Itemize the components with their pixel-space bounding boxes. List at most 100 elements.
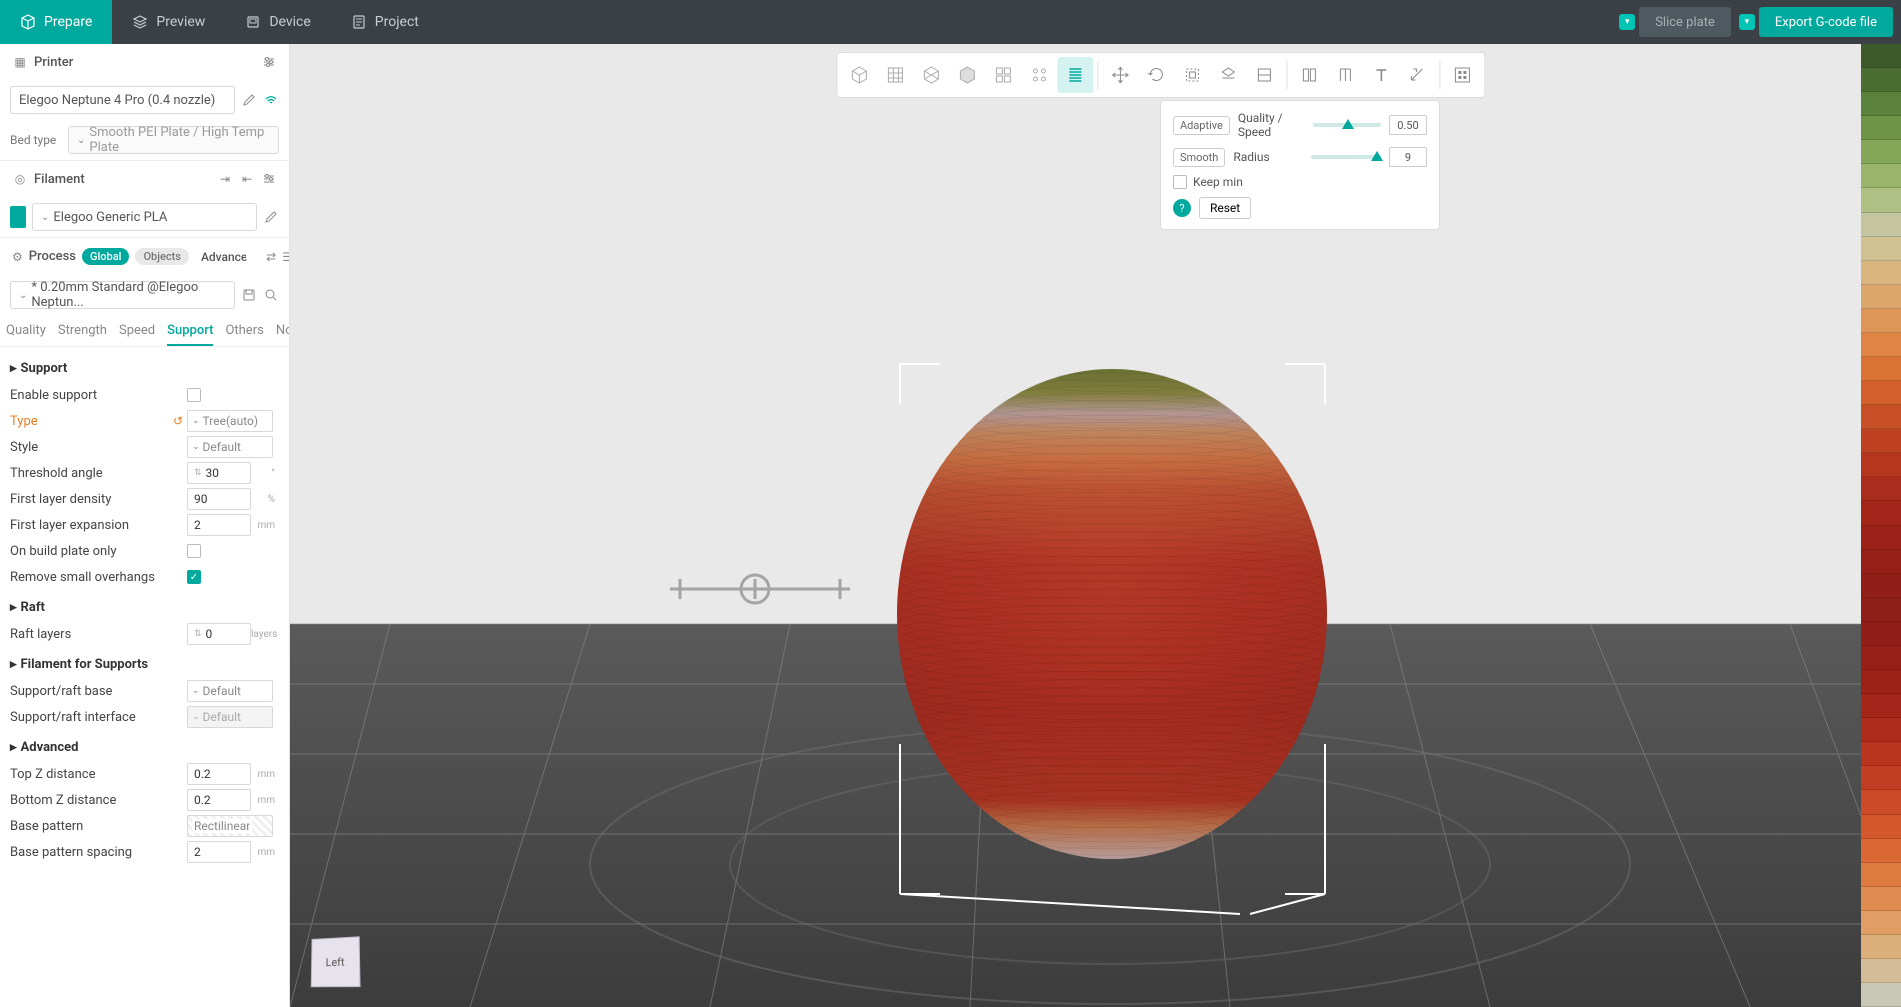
- profile-select[interactable]: ⌄ * 0.20mm Standard @Elegoo Neptun...: [10, 281, 235, 309]
- edit-icon[interactable]: [241, 92, 257, 108]
- setting-bottom-z: Bottom Z distance 0.2mm: [8, 787, 281, 813]
- setting-raft-layers: Raft layers ⇅0layers: [8, 621, 281, 647]
- search-icon[interactable]: [263, 287, 279, 303]
- objects-pill[interactable]: Objects: [135, 248, 188, 265]
- view-grid-icon[interactable]: [877, 57, 913, 93]
- first-layer-density-input[interactable]: 90: [187, 488, 251, 510]
- setting-threshold-angle: Threshold angle ⇅30°: [8, 460, 281, 486]
- text-icon[interactable]: [1363, 57, 1399, 93]
- printer-icon: ▦: [12, 54, 28, 70]
- assembly-icon[interactable]: [985, 57, 1021, 93]
- cut-icon[interactable]: [1246, 57, 1282, 93]
- setting-type: Type ↺ ⌄Tree(auto): [8, 408, 281, 434]
- tab-strength[interactable]: Strength: [58, 323, 107, 346]
- style-select[interactable]: ⌄Default: [187, 436, 273, 458]
- support-base-select[interactable]: ⌄Default: [187, 680, 273, 702]
- viewport[interactable]: ‹: [290, 44, 1901, 1007]
- view-wireframe-icon[interactable]: [913, 57, 949, 93]
- category-filament-supports: ▸Filament for Supports: [8, 647, 281, 678]
- chevron-badge-icon[interactable]: ▾: [1739, 14, 1755, 30]
- radius-value[interactable]: 9: [1389, 147, 1427, 167]
- base-pattern-spacing-input[interactable]: 2: [187, 841, 251, 863]
- tab-label: Project: [375, 14, 419, 30]
- compare-icon[interactable]: ⇄: [266, 249, 276, 265]
- export-gcode-button[interactable]: Export G-code file: [1759, 7, 1893, 37]
- save-icon[interactable]: [241, 287, 257, 303]
- place-on-face-icon[interactable]: [1210, 57, 1246, 93]
- printer-select[interactable]: Elegoo Neptune 4 Pro (0.4 nozzle): [10, 86, 235, 114]
- help-icon[interactable]: ?: [1173, 199, 1191, 217]
- rotate-icon[interactable]: [1138, 57, 1174, 93]
- support-interface-select[interactable]: ⌄Default: [187, 706, 273, 728]
- left-sidebar: ▦ Printer Elegoo Neptune 4 Pro (0.4 nozz…: [0, 44, 290, 1007]
- layer-height-colorbar[interactable]: [1861, 44, 1901, 1007]
- printer-section-header: ▦ Printer: [0, 44, 289, 80]
- setting-first-layer-density: First layer density 90%: [8, 486, 281, 512]
- radius-slider[interactable]: [1311, 155, 1381, 159]
- quality-slider[interactable]: [1313, 123, 1381, 127]
- raft-layers-input[interactable]: ⇅0: [187, 623, 251, 645]
- reset-icon[interactable]: ↺: [173, 414, 183, 428]
- tab-notes[interactable]: Notes: [276, 323, 290, 346]
- enable-support-checkbox[interactable]: [187, 388, 201, 402]
- base-pattern-select[interactable]: Rectilinear: [187, 815, 273, 837]
- settings-sliders-icon[interactable]: [261, 171, 277, 187]
- type-select[interactable]: ⌄Tree(auto): [187, 410, 273, 432]
- filament-select[interactable]: ⌄ Elegoo Generic PLA: [32, 203, 257, 231]
- tab-label: Device: [269, 14, 310, 30]
- setting-style: Style ⌄Default: [8, 434, 281, 460]
- measure-icon[interactable]: [1399, 57, 1435, 93]
- tab-speed[interactable]: Speed: [119, 323, 155, 346]
- settings-sliders-icon[interactable]: ☰: [282, 249, 290, 265]
- wifi-icon[interactable]: [263, 92, 279, 108]
- adaptive-layer-panel: Adaptive Quality / Speed 0.50 Smooth Rad…: [1160, 100, 1440, 230]
- seam-painting-icon[interactable]: [1327, 57, 1363, 93]
- tab-preview[interactable]: Preview: [112, 0, 225, 44]
- top-z-input[interactable]: 0.2: [187, 763, 251, 785]
- bed-type-select[interactable]: ⌄ Smooth PEI Plate / High Temp Plate: [68, 126, 279, 154]
- scale-icon[interactable]: [1174, 57, 1210, 93]
- process-icon: ⚙: [12, 249, 23, 265]
- layers-icon: [132, 14, 148, 30]
- tab-support[interactable]: Support: [167, 323, 213, 346]
- adaptive-badge[interactable]: Adaptive: [1173, 116, 1230, 135]
- view-solid-icon[interactable]: [949, 57, 985, 93]
- setting-top-z: Top Z distance 0.2mm: [8, 761, 281, 787]
- bottom-z-input[interactable]: 0.2: [187, 789, 251, 811]
- tab-project[interactable]: Project: [331, 0, 439, 44]
- keep-min-checkbox[interactable]: [1173, 175, 1187, 189]
- reset-button[interactable]: Reset: [1199, 197, 1251, 219]
- filament-swatch[interactable]: [10, 206, 26, 228]
- setting-support-raft-interface: Support/raft interface ⌄Default: [8, 704, 281, 730]
- smooth-badge[interactable]: Smooth: [1173, 148, 1225, 167]
- first-layer-expansion-input[interactable]: 2: [187, 514, 251, 536]
- arrange-icon[interactable]: [1444, 57, 1480, 93]
- slice-plate-button[interactable]: Slice plate: [1639, 7, 1731, 37]
- settings-sliders-icon[interactable]: [261, 54, 277, 70]
- explode-icon[interactable]: [1021, 57, 1057, 93]
- tab-prepare[interactable]: Prepare: [0, 0, 112, 44]
- sync-in-icon[interactable]: ⇥: [217, 171, 233, 187]
- tab-others[interactable]: Others: [225, 323, 263, 346]
- orientation-cube[interactable]: Left: [311, 936, 361, 987]
- radius-label: Radius: [1233, 150, 1303, 164]
- tab-quality[interactable]: Quality: [6, 323, 46, 346]
- support-painting-icon[interactable]: [1291, 57, 1327, 93]
- threshold-angle-input[interactable]: ⇅30: [187, 462, 251, 484]
- sync-out-icon[interactable]: ⇤: [239, 171, 255, 187]
- quality-value[interactable]: 0.50: [1389, 115, 1427, 135]
- chevron-badge-icon[interactable]: ▾: [1619, 14, 1635, 30]
- tab-device[interactable]: Device: [225, 0, 330, 44]
- global-pill[interactable]: Global: [82, 248, 129, 265]
- project-icon: [351, 14, 367, 30]
- category-raft: ▸Raft: [8, 590, 281, 621]
- remove-overhangs-checkbox[interactable]: ✓: [187, 570, 201, 584]
- edit-icon[interactable]: [263, 209, 279, 225]
- setting-first-layer-expansion: First layer expansion 2mm: [8, 512, 281, 538]
- variable-layer-height-icon[interactable]: [1057, 57, 1093, 93]
- process-section-header: ⚙ Process Global Objects Advanced ⇄ ☰: [0, 238, 289, 275]
- view-iso-icon[interactable]: [841, 57, 877, 93]
- build-plate-only-checkbox[interactable]: [187, 544, 201, 558]
- viewport-canvas[interactable]: [290, 44, 1901, 1007]
- move-icon[interactable]: [1102, 57, 1138, 93]
